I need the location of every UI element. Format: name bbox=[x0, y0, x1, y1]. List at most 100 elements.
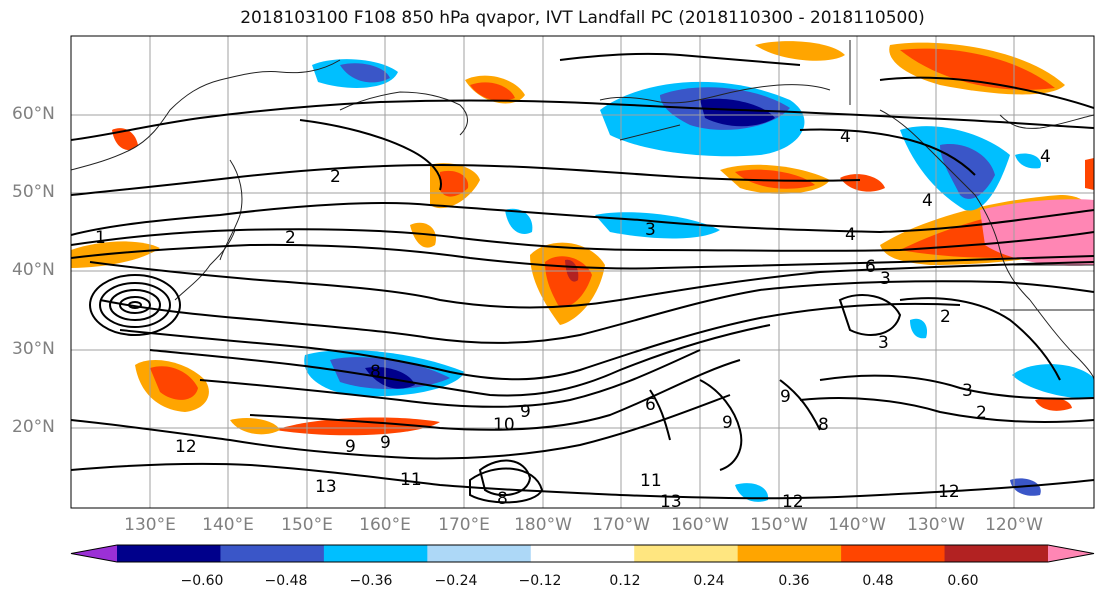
shade-positive bbox=[410, 222, 436, 248]
colorbar-tick-label: −0.48 bbox=[264, 573, 308, 589]
shade-positive bbox=[230, 418, 280, 435]
contour-label: 3 bbox=[645, 220, 656, 240]
contour-label: 9 bbox=[722, 413, 733, 433]
contour-label: 13 bbox=[660, 492, 682, 512]
lon-label: 170°W bbox=[592, 515, 650, 535]
shade-positive bbox=[440, 170, 469, 197]
contour-label: 4 bbox=[845, 225, 856, 245]
colorbar-tick-label: −0.36 bbox=[349, 573, 393, 589]
shade-negative bbox=[1015, 153, 1041, 169]
colorbar-segments bbox=[70, 544, 1095, 563]
shade-positive bbox=[900, 48, 1055, 90]
colorbar-segment bbox=[530, 545, 635, 562]
shade-positive bbox=[71, 241, 160, 268]
lat-label: 40°N bbox=[12, 260, 55, 280]
colorbar-segment bbox=[944, 545, 1049, 562]
lon-label: 150°E bbox=[281, 515, 333, 535]
ivt-contours bbox=[71, 52, 1094, 504]
colorbar-outline bbox=[70, 544, 1095, 563]
contour-label: 11 bbox=[640, 471, 662, 491]
contour-label: 4 bbox=[840, 127, 851, 147]
shading-layer bbox=[71, 41, 1094, 502]
colorbar-segment bbox=[841, 545, 946, 562]
colorbar-tick-label: 0.60 bbox=[947, 573, 979, 589]
lat-label: 60°N bbox=[12, 104, 55, 124]
shade-positive bbox=[1035, 397, 1072, 411]
shade-positive bbox=[735, 169, 815, 189]
contour-label: 2 bbox=[330, 167, 341, 187]
lat-label: 20°N bbox=[12, 417, 55, 437]
contour-label: 1 bbox=[95, 228, 106, 248]
shade-positive bbox=[275, 417, 440, 436]
contour-label: 9 bbox=[520, 402, 531, 422]
contour-label: 6 bbox=[645, 395, 656, 415]
colorbar-tick-label: 0.24 bbox=[693, 573, 725, 589]
colorbar-tick-label: 0.36 bbox=[778, 573, 810, 589]
coastlines bbox=[71, 40, 1094, 381]
contour-label: 2 bbox=[976, 403, 987, 423]
contour-label: 6 bbox=[865, 257, 876, 277]
contour-label: 3 bbox=[962, 381, 973, 401]
lat-label: 50°N bbox=[12, 182, 55, 202]
shade-positive bbox=[980, 199, 1094, 266]
contour-label: 8 bbox=[370, 362, 381, 382]
colorbar-tick-label: 0.48 bbox=[862, 573, 894, 589]
contour-label: 2 bbox=[285, 228, 296, 248]
contour-label: 2 bbox=[940, 307, 951, 327]
colorbar-segment bbox=[71, 545, 117, 562]
colorbar-segment bbox=[427, 545, 532, 562]
shade-negative bbox=[505, 208, 533, 234]
lon-label: 170°E bbox=[438, 515, 490, 535]
colorbar-segment bbox=[1048, 545, 1094, 562]
contour-label: 13 bbox=[315, 477, 337, 497]
colorbar-tick-label: −0.12 bbox=[518, 573, 562, 589]
colorbar-tick-label: −0.24 bbox=[434, 573, 478, 589]
shade-positive bbox=[545, 256, 592, 307]
lat-label: 30°N bbox=[12, 339, 55, 359]
lon-label: 120°W bbox=[985, 515, 1043, 535]
shade-positive bbox=[1085, 158, 1094, 190]
colorbar-segment bbox=[634, 545, 739, 562]
contour-label: 4 bbox=[1040, 147, 1051, 167]
shade-positive bbox=[150, 366, 198, 400]
colorbar-tick-label: 0.12 bbox=[609, 573, 641, 589]
lon-label: 140°E bbox=[202, 515, 254, 535]
shade-negative bbox=[340, 63, 390, 83]
contour-label: 12 bbox=[938, 482, 960, 502]
contour-label: 10 bbox=[493, 415, 515, 435]
contour-label: 3 bbox=[880, 269, 891, 289]
lon-label: 180°W bbox=[514, 515, 572, 535]
shade-positive bbox=[470, 82, 515, 101]
contour-label: 12 bbox=[782, 492, 804, 512]
contour-label: 9 bbox=[780, 387, 791, 407]
shade-negative bbox=[1012, 364, 1094, 399]
contour-labels: 1 2 2 3 4 4 4 4 2 3 2 3 3 6 8 9 9 9 8 12… bbox=[95, 127, 1051, 512]
contour-label: 4 bbox=[922, 191, 933, 211]
colorbar-segment bbox=[117, 545, 221, 562]
contour-label: 12 bbox=[175, 437, 197, 457]
lon-label: 130°W bbox=[907, 515, 965, 535]
lon-label: 160°W bbox=[671, 515, 729, 535]
contour-label: 9 bbox=[345, 437, 356, 457]
lon-label: 160°E bbox=[359, 515, 411, 535]
map-frame bbox=[70, 35, 1095, 509]
shade-positive bbox=[840, 174, 885, 192]
map-title: 2018103100 F108 850 hPa qvapor, IVT Land… bbox=[240, 8, 925, 28]
lon-label: 150°W bbox=[750, 515, 808, 535]
shade-positive bbox=[112, 128, 138, 150]
lon-label: 140°W bbox=[828, 515, 886, 535]
contour-label: 8 bbox=[818, 415, 829, 435]
colorbar-segment bbox=[737, 545, 842, 562]
shade-positive bbox=[755, 41, 845, 61]
colorbar-segment bbox=[323, 545, 428, 562]
contour-label: 8 bbox=[497, 489, 508, 509]
contour-label: 11 bbox=[400, 470, 422, 490]
lon-label: 130°E bbox=[124, 515, 176, 535]
contour-label: 9 bbox=[380, 433, 391, 453]
shade-negative bbox=[700, 98, 775, 127]
contour-label: 3 bbox=[878, 333, 889, 353]
colorbar-tick-label: −0.60 bbox=[180, 573, 224, 589]
shade-negative bbox=[910, 318, 928, 339]
